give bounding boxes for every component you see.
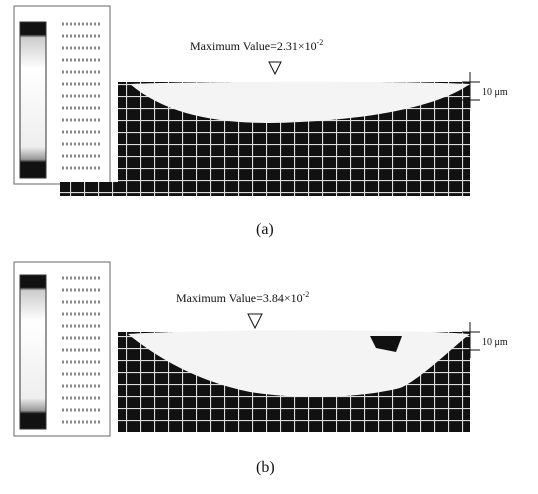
melt-pool (130, 81, 470, 123)
marker (247, 313, 263, 330)
mesh-island (370, 336, 402, 352)
scale-label: 10 μm (482, 337, 508, 348)
legend-bar (19, 274, 47, 430)
caption: (a) (256, 221, 274, 238)
max-value: Maximum Value=3.84×10 (176, 291, 303, 305)
max-label: Maximum Value=3.84×10-2 (176, 290, 309, 305)
max-value: Maximum Value=2.31×10 (190, 39, 317, 53)
legend-bar (19, 21, 47, 179)
caption: (b) (256, 459, 275, 476)
dimension (462, 322, 480, 358)
scale-label: 10 μm (482, 87, 508, 98)
max-exponent: -2 (303, 290, 310, 299)
marker (268, 61, 282, 76)
dimension (462, 72, 480, 108)
panel-b: Maximum Value=3.84×10-2 10 μm (b) (13, 261, 508, 476)
panel-a: Maximum Value=2.31×10-2 10 μm (a) (13, 5, 508, 238)
max-exponent: -2 (317, 38, 324, 47)
max-label: Maximum Value=2.31×10-2 (190, 38, 323, 53)
